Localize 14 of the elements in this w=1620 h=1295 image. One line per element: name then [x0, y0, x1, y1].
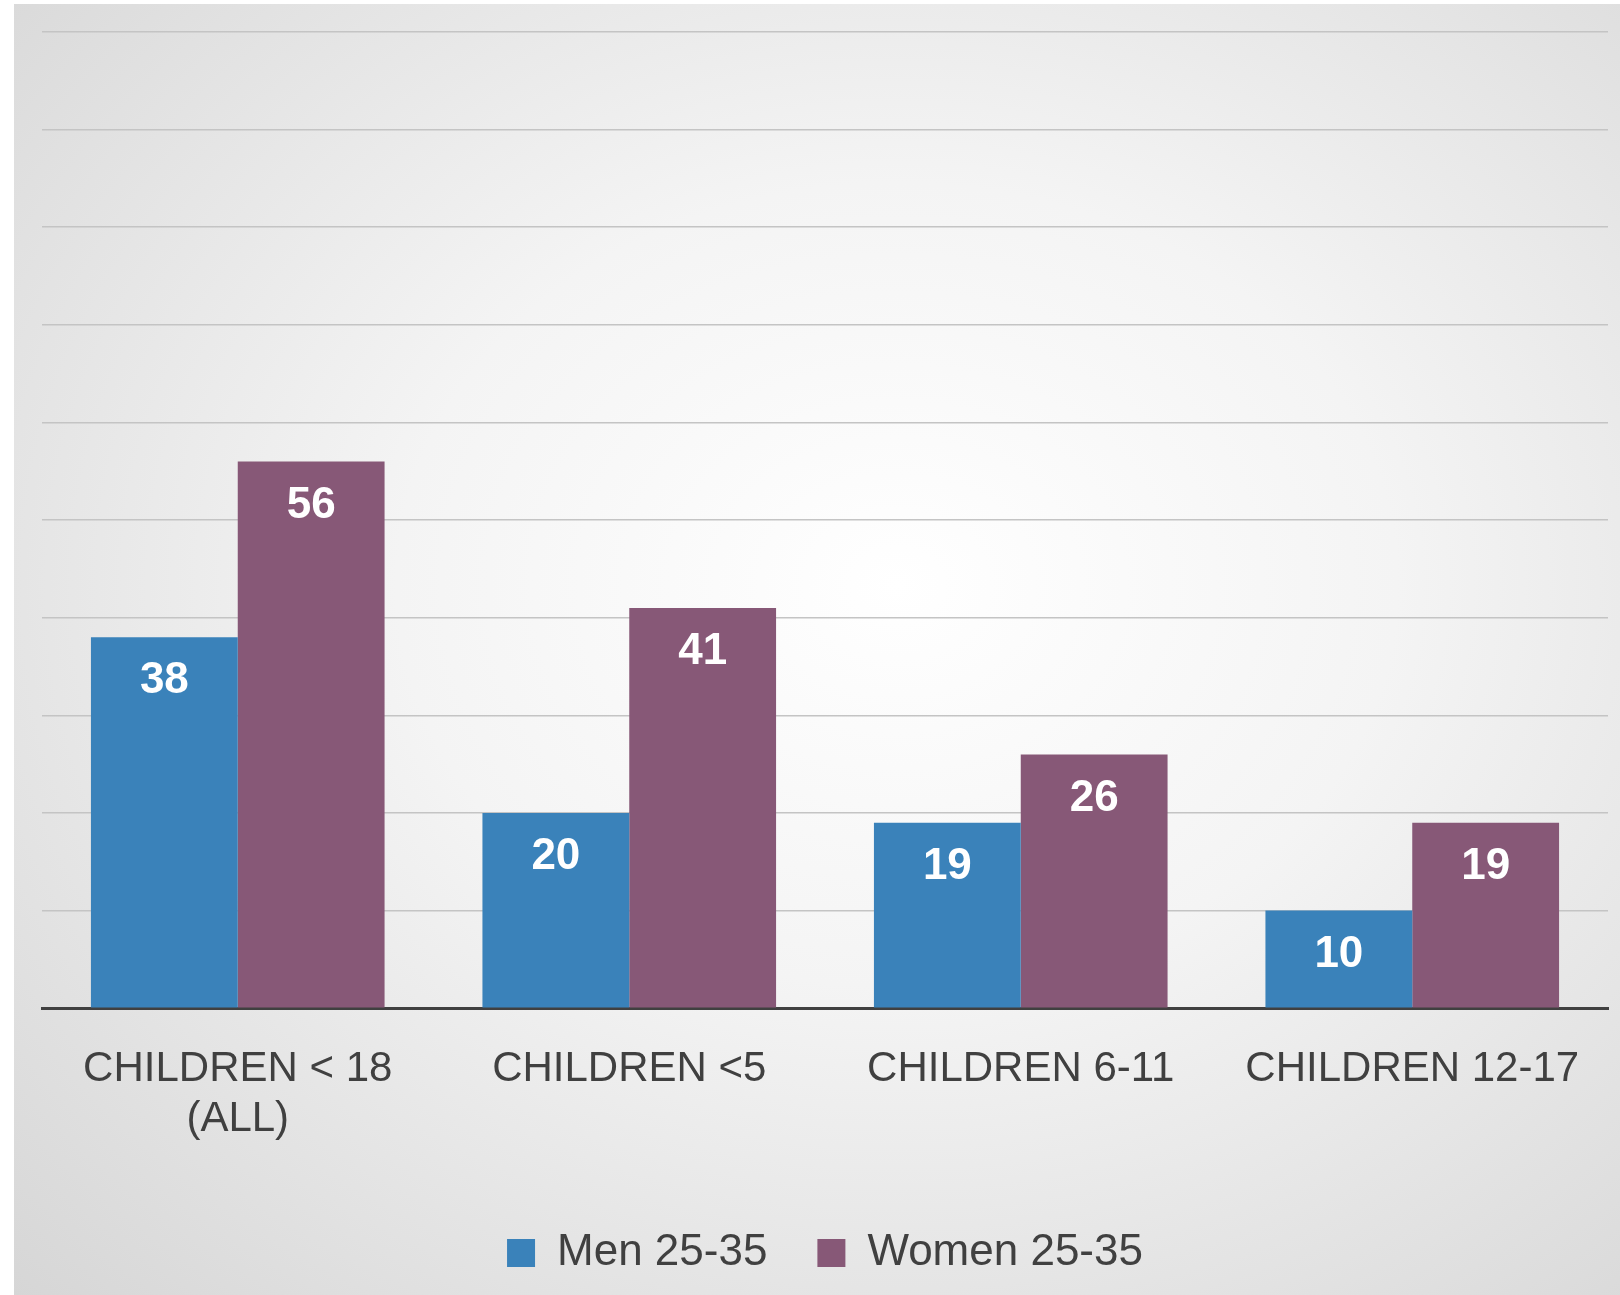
x-tick-label: CHILDREN 12-17 [1245, 1042, 1580, 1090]
data-label: 10 [1314, 926, 1364, 976]
legend-label: Women 25-35 [867, 1225, 1143, 1275]
x-tick-label: CHILDREN < 18 (ALL) [83, 1042, 393, 1141]
data-label: 26 [1069, 770, 1119, 820]
data-label: 38 [139, 653, 189, 703]
data-label: 56 [286, 477, 336, 527]
x-tick-label: CHILDREN <5 [492, 1042, 767, 1090]
data-label: 19 [922, 838, 972, 888]
legend-label: Men 25-35 [557, 1225, 768, 1275]
data-label: 20 [531, 829, 581, 879]
x-tick-label: CHILDREN 6-11 [867, 1042, 1175, 1090]
data-label: 41 [678, 624, 728, 674]
data-label: 19 [1461, 838, 1511, 888]
